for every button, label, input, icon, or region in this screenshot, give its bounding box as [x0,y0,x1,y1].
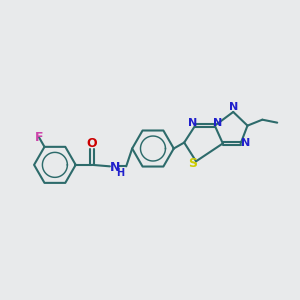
Text: N: N [242,139,250,148]
Text: N: N [110,161,120,174]
Text: H: H [116,168,124,178]
Text: S: S [189,157,198,170]
Text: N: N [229,103,238,112]
Text: F: F [34,130,43,144]
Text: N: N [212,118,222,128]
Text: O: O [87,137,98,150]
Text: N: N [188,118,197,128]
